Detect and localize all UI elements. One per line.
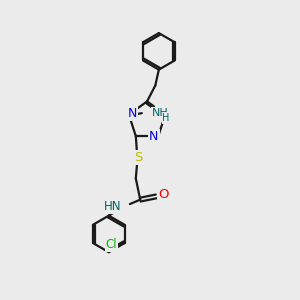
Text: N: N [149,130,159,143]
Text: O: O [158,188,169,201]
Text: H: H [162,113,170,123]
Text: S: S [134,151,142,164]
Text: N: N [156,107,166,120]
Text: Cl: Cl [106,238,117,251]
Text: N: N [128,107,137,120]
Text: NH: NH [152,108,168,118]
Text: HN: HN [103,200,121,213]
